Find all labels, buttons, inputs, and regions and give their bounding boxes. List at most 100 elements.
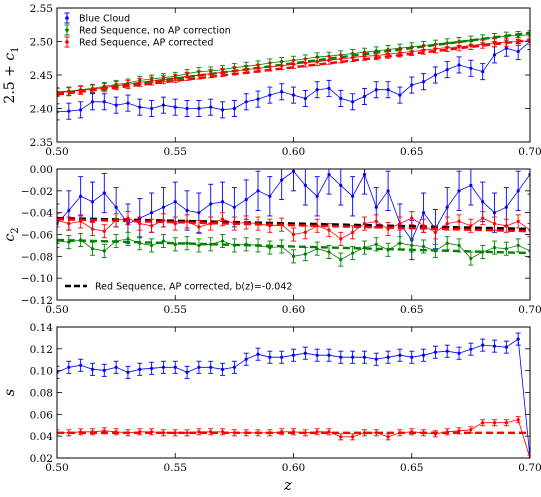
data-point — [374, 219, 378, 223]
data-point — [504, 46, 508, 50]
data-point — [126, 82, 130, 86]
data-point — [67, 221, 71, 226]
data-point — [374, 357, 378, 361]
data-point — [469, 66, 473, 70]
data-point — [303, 183, 307, 187]
data-point — [516, 49, 520, 54]
x-tick-label: 0.60 — [282, 304, 305, 316]
data-point — [362, 431, 367, 435]
data-point — [327, 86, 331, 90]
x-tick-label: 0.65 — [400, 304, 423, 316]
data-point — [197, 430, 201, 434]
y-tick-label: 2.45 — [30, 70, 53, 82]
y-axis-label: s — [2, 389, 18, 396]
data-point — [280, 223, 284, 227]
data-point — [161, 205, 166, 209]
data-point — [197, 211, 201, 215]
data-point — [79, 194, 83, 198]
data-point — [445, 241, 449, 245]
data-point — [481, 200, 485, 204]
data-point — [102, 229, 106, 233]
data-point — [504, 34, 508, 38]
axes-frame — [56, 326, 531, 459]
data-point — [492, 211, 497, 215]
data-point — [173, 200, 177, 204]
y-tick-label: 2.35 — [30, 137, 53, 149]
data-point — [481, 70, 485, 74]
data-point — [280, 64, 284, 68]
x-tick-label: 0.70 — [518, 462, 541, 474]
data-point — [386, 88, 390, 92]
data-point — [185, 431, 189, 435]
data-point — [469, 43, 473, 48]
data-point — [469, 256, 473, 261]
data-point — [220, 430, 225, 434]
data-point — [256, 352, 260, 356]
legend-marker — [65, 28, 69, 32]
plot-area — [57, 169, 530, 267]
x-tick-label: 0.60 — [282, 462, 305, 474]
data-point — [161, 218, 166, 222]
data-point — [244, 100, 248, 104]
x-tick-label: 0.55 — [164, 304, 187, 316]
data-point — [492, 246, 497, 250]
data-point — [410, 355, 414, 359]
data-point — [244, 431, 248, 435]
data-point — [351, 355, 355, 359]
data-point — [232, 69, 236, 73]
y-tick-label: 0.10 — [30, 366, 53, 378]
data-point — [410, 216, 414, 220]
data-point — [79, 363, 83, 367]
y-tick-label: 2.40 — [30, 104, 53, 116]
data-point — [173, 365, 177, 369]
data-point — [398, 51, 402, 55]
data-point — [102, 191, 106, 195]
data-point — [362, 221, 367, 226]
data-point — [209, 202, 213, 206]
series-line — [57, 419, 530, 458]
data-point — [268, 355, 272, 359]
y-tick-label: 0.02 — [30, 453, 53, 465]
data-point — [457, 63, 461, 67]
data-point — [138, 80, 142, 84]
data-point — [90, 100, 95, 104]
data-point — [79, 238, 83, 242]
data-point — [351, 194, 355, 198]
fit-line — [57, 218, 530, 233]
data-point — [280, 355, 284, 359]
data-point — [492, 41, 497, 45]
data-point — [244, 68, 248, 72]
data-point — [138, 241, 142, 245]
data-point — [67, 365, 71, 369]
data-point — [516, 243, 520, 248]
data-point — [67, 208, 71, 213]
y-tick-label: −0.10 — [21, 273, 53, 285]
data-point — [256, 221, 260, 226]
y-tick-label: −0.06 — [21, 230, 53, 242]
data-point — [150, 243, 154, 248]
data-point — [114, 84, 118, 88]
data-point — [421, 244, 426, 249]
data-point — [421, 80, 426, 84]
data-point — [410, 83, 414, 87]
data-point — [150, 106, 154, 111]
data-point — [138, 430, 142, 434]
series-red-sequence-no-ap-correction — [57, 231, 530, 267]
series-blue-cloud — [57, 169, 530, 261]
data-point — [351, 230, 355, 234]
data-point — [150, 224, 154, 228]
data-point — [126, 101, 130, 105]
data-point — [291, 254, 296, 258]
data-point — [386, 227, 390, 231]
series-blue-cloud — [57, 332, 530, 458]
data-point — [351, 55, 355, 60]
data-point — [90, 430, 95, 434]
data-point — [244, 197, 248, 202]
panel-s: 0.50 0.55 0.60 0.65 0.70 0.02 0.04 0.06 0.08 0.10… — [2, 322, 541, 474]
data-point — [445, 430, 449, 434]
data-point — [386, 52, 390, 56]
data-point — [209, 105, 213, 109]
legend-label: Blue Cloud — [79, 14, 130, 25]
y-tick-label: 0.08 — [30, 388, 53, 400]
